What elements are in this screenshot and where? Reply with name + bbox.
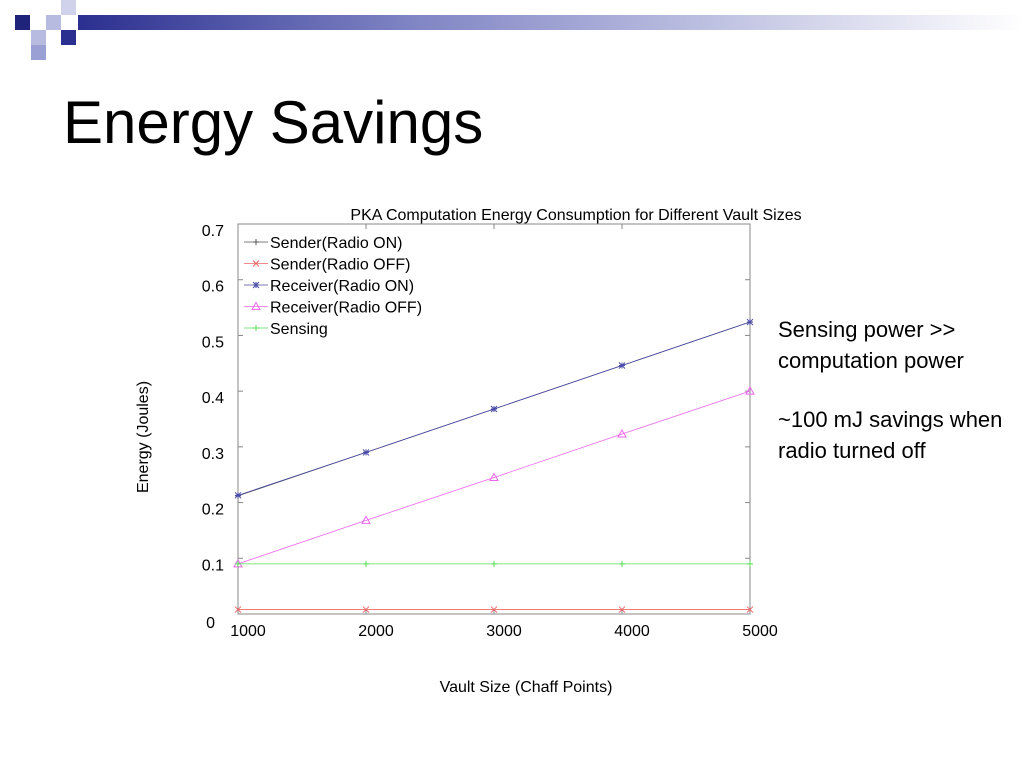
data-point bbox=[747, 560, 753, 567]
legend-label: Receiver(Radio ON) bbox=[270, 278, 414, 295]
x-tick-label: 5000 bbox=[742, 623, 778, 640]
x-axis-label: Vault Size (Chaff Points) bbox=[440, 679, 613, 696]
data-point bbox=[234, 491, 242, 499]
data-point bbox=[746, 606, 754, 613]
data-point bbox=[491, 560, 497, 567]
series-layer bbox=[233, 318, 755, 613]
series-2 bbox=[234, 318, 754, 499]
legend-label: Receiver(Radio OFF) bbox=[270, 300, 422, 317]
data-point bbox=[489, 472, 499, 481]
x-tick-label: 4000 bbox=[614, 623, 650, 640]
x-tick-label: 2000 bbox=[358, 623, 394, 640]
deco-square bbox=[61, 0, 76, 15]
data-point bbox=[745, 386, 755, 395]
deco-square bbox=[15, 15, 30, 30]
y-tick-label: 0.3 bbox=[202, 446, 224, 463]
data-point bbox=[234, 606, 242, 613]
legend-marker bbox=[253, 239, 259, 245]
y-tick-label: 0.5 bbox=[202, 334, 224, 351]
deco-square bbox=[31, 45, 46, 60]
legend-entry: Receiver(Radio OFF) bbox=[244, 300, 422, 317]
legend: Sender(Radio ON) Sender(Radio OFF) Receive… bbox=[244, 235, 422, 338]
data-point bbox=[490, 405, 498, 413]
legend-marker bbox=[252, 260, 260, 267]
note-sensing-power: Sensing power >> computation power bbox=[778, 317, 964, 373]
header-gradient-band bbox=[78, 15, 1024, 30]
y-tick-label: 0.2 bbox=[202, 502, 224, 519]
legend-marker bbox=[251, 301, 261, 310]
data-point bbox=[619, 560, 625, 567]
series-4 bbox=[235, 560, 753, 567]
data-point bbox=[490, 606, 498, 613]
legend-marker bbox=[252, 281, 260, 289]
x-tick-label: 1000 bbox=[230, 623, 266, 640]
deco-square bbox=[46, 15, 61, 30]
y-tick-label: 0.4 bbox=[202, 390, 224, 407]
legend-marker bbox=[253, 325, 259, 331]
slide-decoration bbox=[15, 0, 1024, 60]
deco-square bbox=[61, 30, 76, 45]
legend-entry: Sender(Radio OFF) bbox=[244, 257, 411, 274]
legend-label: Sender(Radio OFF) bbox=[270, 257, 411, 274]
data-point bbox=[618, 606, 626, 613]
data-point bbox=[363, 560, 369, 567]
data-point bbox=[235, 560, 241, 567]
legend-label: Sender(Radio ON) bbox=[270, 235, 403, 252]
series-1 bbox=[234, 606, 754, 613]
note-radio-savings: ~100 mJ savings when radio turned off bbox=[778, 407, 1003, 463]
y-tick-label: 0.6 bbox=[202, 279, 224, 296]
x-axis: 1000 2000 3000 4000 5000 bbox=[230, 224, 778, 640]
deco-square bbox=[31, 30, 46, 45]
y-tick-label: 0.1 bbox=[202, 557, 224, 574]
legend-entry: Sender(Radio ON) bbox=[244, 235, 403, 252]
y-axis-label: Energy (Joules) bbox=[135, 381, 152, 493]
slide-title: Energy Savings bbox=[63, 89, 484, 156]
legend-entry: Sensing bbox=[244, 321, 328, 338]
series-line bbox=[237, 390, 751, 565]
data-point bbox=[362, 606, 370, 613]
legend-label: Sensing bbox=[270, 321, 328, 338]
data-point bbox=[361, 515, 371, 524]
y-tick-label: 0 bbox=[206, 615, 215, 632]
y-axis: 0 0.1 0.2 0.3 0.4 0.5 0.6 0.7 bbox=[202, 223, 750, 632]
series-3 bbox=[233, 386, 755, 568]
x-tick-label: 3000 bbox=[486, 623, 522, 640]
y-tick-label: 0.7 bbox=[202, 223, 224, 240]
data-point bbox=[746, 318, 754, 326]
legend-entry: Receiver(Radio ON) bbox=[244, 278, 414, 295]
data-point bbox=[617, 429, 627, 438]
data-point bbox=[362, 449, 370, 456]
chart-title: PKA Computation Energy Consumption for D… bbox=[350, 207, 801, 224]
data-point bbox=[618, 362, 626, 369]
